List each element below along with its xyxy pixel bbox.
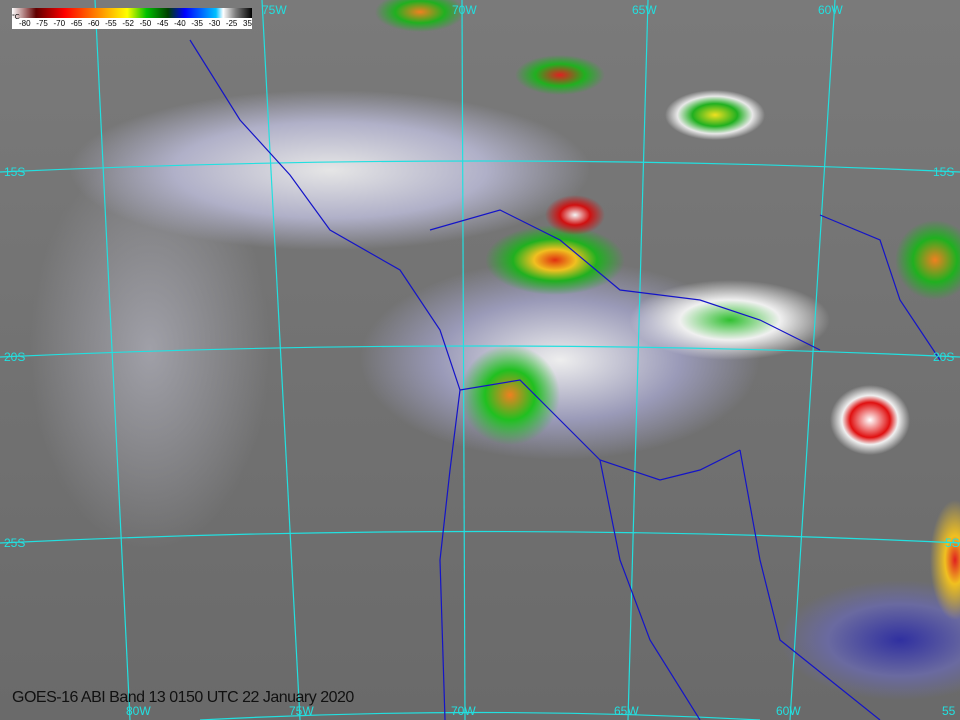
grid-label-top: 70W [452,3,477,17]
meridian-75w [261,0,301,720]
parallel-30s [199,711,761,720]
country-border [429,209,821,351]
grid-label-top: 60W [818,3,843,17]
country-border [189,39,461,720]
colorbar-tick: 35 [243,19,252,28]
meridian-70w [461,0,466,720]
colorbar-tick: -52 [122,19,134,28]
image-title: GOES-16 ABI Band 13 0150 UTC 22 January … [12,689,354,706]
grid-label-bottom: 80W [126,704,151,718]
grid-label-bottom: 60W [776,704,801,718]
grid-label-left: 25S [4,536,26,550]
colorbar-tick: -55 [105,19,117,28]
parallel-20s [0,345,960,358]
colorbar-tick: -40 [174,19,186,28]
country-border [739,449,881,720]
meridian-80w [94,0,131,720]
grid-label-left: 15S [4,165,26,179]
grid-label-top: 75W [262,3,287,17]
colorbar-tick: -35 [191,19,203,28]
grid-label-bottom: 75W [289,704,314,718]
colorbar: °C -80 -75 -70 -65 -60 -55 -52 -50 -45 -… [12,8,252,29]
grid-label-bottom: 65W [614,704,639,718]
colorbar-tick: -50 [139,19,152,28]
colorbar-tick: -25 [225,19,238,28]
colorbar-gradient [12,8,252,18]
colorbar-tick: -70 [53,19,66,28]
colorbar-tick: -75 [36,19,48,28]
country-border [459,379,741,481]
parallel-25s [0,530,960,544]
parallel-15s [0,160,960,173]
colorbar-tick: -30 [208,19,221,28]
grid-label-right: 5S [945,536,960,550]
colorbar-tick: -65 [70,19,83,28]
grid-label-right: 20S [933,350,955,364]
grid-label-right: 15S [933,165,955,179]
colorbar-tick: -45 [156,19,169,28]
country-border [599,459,701,720]
country-border [819,214,941,361]
grid-label-left: 20S [4,350,26,364]
colorbar-tick: -60 [87,19,100,28]
colorbar-unit: °C [12,14,20,21]
grid-label-bottom: 70W [451,704,476,718]
grid-label-top: 65W [632,3,657,17]
colorbar-tick: -80 [19,19,31,28]
meridian-60w [789,0,836,720]
meridian-65w [627,0,649,720]
grid-label-bottom: 55 [942,704,956,718]
